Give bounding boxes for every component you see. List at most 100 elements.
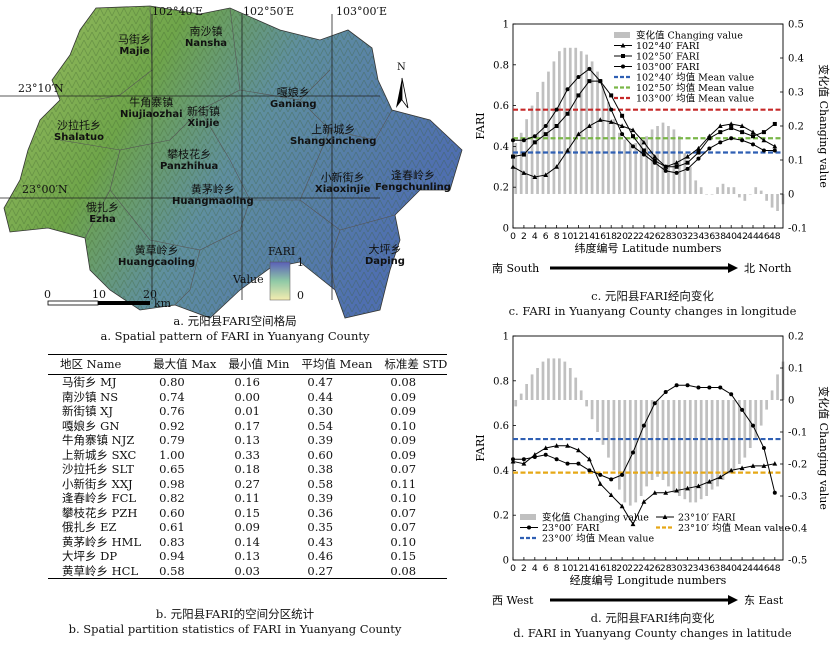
legend-label: 103°00′ 均值 Mean value: [636, 93, 755, 105]
series-point: [761, 148, 766, 153]
change-bar: [667, 400, 670, 487]
x-tick-label: 32: [682, 231, 694, 242]
x-tick-label: 28: [660, 231, 672, 242]
x-tick-label: 14: [584, 231, 596, 242]
change-bar: [645, 400, 648, 487]
x-tick-label: 40: [725, 231, 737, 242]
change-bar: [765, 194, 768, 201]
series-point: [554, 164, 560, 169]
series-point: [641, 499, 647, 504]
fari-map: [0, 5, 463, 319]
value-cell: 1.00: [159, 447, 185, 462]
legend-label: 变化值 Changing value: [542, 512, 649, 524]
legend-label: 102°50′ 均值 Mean value: [636, 82, 755, 94]
series-point: [532, 140, 537, 145]
change-bar: [574, 47, 578, 194]
col-header: 平均值 Mean: [289, 354, 373, 375]
legend-swatch-bar: [614, 32, 630, 38]
series-point: [696, 145, 701, 151]
series-point: [772, 490, 777, 495]
series-point: [674, 170, 679, 175]
series-point: [608, 492, 614, 498]
series-point: [696, 156, 701, 161]
chart-d-caption-zh: d. 元阳县FARI纬向变化: [590, 611, 715, 625]
x-tick-label: 22: [627, 563, 639, 574]
x-tick-label: 38: [714, 563, 726, 574]
legend-swatch-marker: [621, 64, 625, 69]
series-point: [565, 461, 570, 466]
x-tick-label: 10: [562, 231, 574, 242]
x-tick-label: 6: [543, 563, 549, 574]
series-point: [620, 472, 625, 477]
change-bar: [694, 180, 698, 194]
series-point: [587, 66, 592, 71]
series-point: [718, 140, 723, 145]
series-point: [631, 134, 635, 139]
legend-title: FARI: [268, 245, 296, 258]
y2-tick-label: 0.3: [788, 88, 804, 99]
x-tick-label: 36: [704, 231, 716, 242]
y2-tick-label: 0.1: [788, 364, 804, 375]
x-tick-label: 0: [510, 563, 516, 574]
series-point: [718, 385, 723, 390]
x-tick-label: 8: [554, 231, 560, 242]
value-cell: 0.80: [159, 375, 185, 389]
value-cell: 0.36: [307, 505, 334, 520]
x-tick-label: 42: [736, 563, 748, 574]
change-bar: [558, 358, 561, 400]
series-point: [663, 390, 668, 394]
change-bar: [601, 400, 605, 445]
legend-label: 103°00′ FARI: [636, 62, 700, 73]
plot-frame: [512, 335, 784, 561]
series-point: [728, 467, 734, 473]
series-point: [772, 148, 777, 153]
change-bar: [645, 136, 648, 194]
change-bar: [634, 400, 638, 503]
chart-d-caption-en: d. FARI in Yuanyang County changes in la…: [513, 626, 792, 640]
change-bar: [590, 61, 594, 195]
x-tick-label: 2: [521, 231, 527, 242]
y2-tick-label: 0: [788, 190, 794, 201]
legend-min: 0: [297, 289, 304, 302]
direction-right: 东 East: [744, 594, 784, 607]
series-point: [521, 461, 527, 466]
change-bar: [759, 190, 763, 194]
value-cell: 0.01: [234, 404, 260, 418]
series-point: [652, 154, 658, 159]
x-tick-label: 4: [532, 563, 538, 574]
series-point: [707, 146, 712, 151]
value-cell: 0.47: [307, 375, 334, 389]
x-tick-label: 48: [769, 231, 781, 242]
value-cell: 0.60: [159, 505, 185, 520]
region-cell: 嘎娘乡 GN: [62, 418, 120, 433]
table-row: 黄茅岭乡 HML 0.83 0.14 0.43 0.10: [48, 535, 447, 550]
table-row: 嘎娘乡 GN 0.92 0.17 0.54 0.10: [48, 419, 447, 434]
value-cell: 0.00: [234, 389, 260, 404]
series-point: [609, 107, 614, 112]
series-point: [565, 87, 570, 92]
value-cell: 0.09: [390, 447, 417, 462]
series-point: [750, 129, 756, 135]
series-point: [521, 138, 526, 143]
series-point: [554, 457, 559, 462]
value-cell: 0.16: [234, 375, 260, 389]
series-point: [729, 392, 734, 397]
change-bar: [650, 129, 654, 194]
x-tick-label: 40: [725, 563, 737, 574]
scale-bar: [47, 300, 150, 306]
value-cell: 0.11: [390, 476, 417, 491]
value-cell: 0.44: [307, 389, 334, 404]
series-point: [576, 447, 581, 453]
direction-arrowhead: [728, 595, 738, 605]
col-header: 最小值 Min: [216, 354, 290, 375]
region-cell: 新街镇 XJ: [62, 404, 113, 418]
series-point: [620, 113, 625, 118]
series-point: [652, 401, 657, 406]
value-cell: 0.10: [390, 534, 417, 549]
x-tick-label: 38: [714, 231, 726, 242]
change-bar: [672, 129, 676, 194]
district-boundaries: [59, 5, 396, 306]
series-point: [751, 134, 755, 139]
change-bar: [661, 122, 665, 194]
change-bar: [525, 384, 528, 400]
